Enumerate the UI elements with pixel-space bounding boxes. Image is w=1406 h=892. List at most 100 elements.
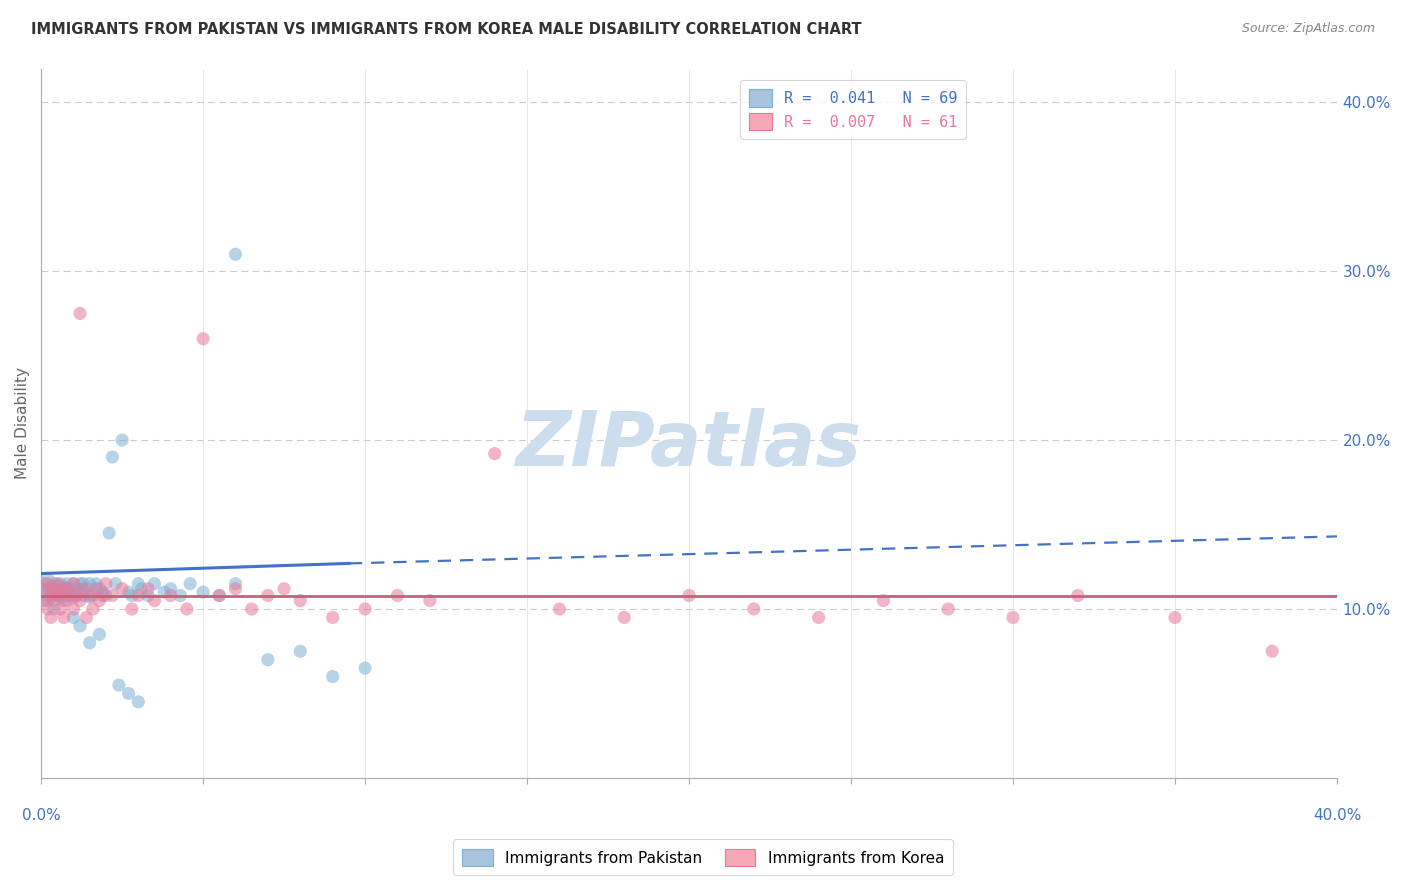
Point	[1164, 610, 1187, 624]
Y-axis label: Male Disability: Male Disability	[15, 368, 30, 479]
Point	[94, 589, 117, 603]
Point	[52, 580, 75, 594]
Point	[69, 585, 91, 599]
Point	[121, 589, 143, 603]
Point	[101, 450, 124, 464]
Point	[79, 636, 101, 650]
Point	[49, 582, 72, 596]
Point	[56, 582, 79, 596]
Point	[159, 582, 181, 596]
Point	[69, 593, 91, 607]
Point	[62, 576, 84, 591]
Point	[143, 576, 166, 591]
Point	[59, 582, 82, 596]
Point	[89, 593, 111, 607]
Point	[42, 587, 65, 601]
Point	[34, 582, 56, 596]
Point	[111, 433, 134, 447]
Point	[72, 589, 94, 603]
Point	[257, 589, 280, 603]
Point	[169, 589, 191, 603]
Point	[108, 678, 131, 692]
Point	[39, 610, 62, 624]
Point	[56, 589, 79, 603]
Point	[111, 582, 134, 596]
Point	[52, 593, 75, 607]
Point	[52, 610, 75, 624]
Point	[69, 306, 91, 320]
Point	[387, 589, 409, 603]
Point	[39, 585, 62, 599]
Point	[49, 589, 72, 603]
Point	[354, 661, 377, 675]
Text: 0.0%: 0.0%	[21, 808, 60, 823]
Point	[1001, 610, 1024, 624]
Point	[56, 576, 79, 591]
Point	[484, 447, 506, 461]
Point	[91, 589, 114, 603]
Point	[46, 578, 69, 592]
Point	[807, 610, 830, 624]
Point	[176, 602, 198, 616]
Point	[42, 602, 65, 616]
Legend: Immigrants from Pakistan, Immigrants from Korea: Immigrants from Pakistan, Immigrants fro…	[453, 839, 953, 875]
Point	[548, 602, 571, 616]
Point	[89, 582, 111, 596]
Point	[46, 585, 69, 599]
Point	[240, 602, 263, 616]
Text: ZIPatlas: ZIPatlas	[516, 408, 862, 482]
Point	[34, 576, 56, 591]
Point	[49, 591, 72, 605]
Point	[62, 591, 84, 605]
Point	[290, 593, 312, 607]
Point	[56, 593, 79, 607]
Point	[224, 582, 246, 596]
Point	[419, 593, 441, 607]
Point	[69, 619, 91, 633]
Point	[127, 695, 149, 709]
Point	[79, 576, 101, 591]
Point	[936, 602, 959, 616]
Point	[62, 610, 84, 624]
Point	[46, 576, 69, 591]
Text: Source: ZipAtlas.com: Source: ZipAtlas.com	[1241, 22, 1375, 36]
Point	[79, 589, 101, 603]
Point	[290, 644, 312, 658]
Point	[208, 589, 231, 603]
Point	[59, 585, 82, 599]
Point	[98, 526, 121, 541]
Point	[613, 610, 636, 624]
Point	[37, 602, 59, 616]
Point	[89, 627, 111, 641]
Point	[75, 610, 97, 624]
Point	[46, 589, 69, 603]
Point	[69, 576, 91, 591]
Point	[191, 332, 214, 346]
Point	[84, 582, 107, 596]
Point	[72, 576, 94, 591]
Point	[322, 669, 344, 683]
Point	[136, 582, 159, 596]
Point	[127, 576, 149, 591]
Point	[101, 589, 124, 603]
Point	[127, 589, 149, 603]
Point	[1261, 644, 1284, 658]
Point	[742, 602, 765, 616]
Text: 40.0%: 40.0%	[1313, 808, 1361, 823]
Point	[66, 589, 89, 603]
Point	[224, 576, 246, 591]
Point	[104, 576, 127, 591]
Point	[62, 602, 84, 616]
Point	[34, 589, 56, 603]
Point	[37, 572, 59, 586]
Point	[94, 576, 117, 591]
Point	[39, 589, 62, 603]
Point	[49, 602, 72, 616]
Point	[52, 582, 75, 596]
Point	[208, 589, 231, 603]
Point	[131, 582, 153, 596]
Point	[91, 585, 114, 599]
Point	[354, 602, 377, 616]
Point	[82, 589, 104, 603]
Point	[59, 589, 82, 603]
